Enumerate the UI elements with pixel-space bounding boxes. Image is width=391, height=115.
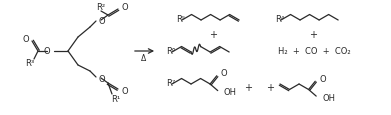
Text: R⁶: R⁶ <box>166 47 175 56</box>
Text: R¹: R¹ <box>111 95 121 104</box>
Text: O: O <box>221 69 228 78</box>
Text: +: + <box>266 82 274 92</box>
Text: O: O <box>319 74 326 83</box>
Text: O: O <box>121 87 127 96</box>
Text: O: O <box>98 16 105 25</box>
Text: O: O <box>22 35 29 44</box>
Text: R⁷: R⁷ <box>166 79 175 88</box>
Text: O: O <box>43 47 50 56</box>
Text: O: O <box>121 3 127 12</box>
Text: +: + <box>209 30 217 40</box>
Text: R³: R³ <box>25 59 35 68</box>
Text: +: + <box>309 30 317 40</box>
Text: OH: OH <box>322 93 335 102</box>
Text: OH: OH <box>224 87 237 96</box>
Text: +: + <box>244 82 252 92</box>
Text: R⁴: R⁴ <box>275 15 284 24</box>
Text: R²: R² <box>97 3 106 12</box>
Text: Δ: Δ <box>142 54 147 63</box>
Text: R⁵: R⁵ <box>176 15 185 24</box>
Text: O: O <box>98 74 105 83</box>
Text: H₂  +  CO  +  CO₂: H₂ + CO + CO₂ <box>278 47 351 56</box>
